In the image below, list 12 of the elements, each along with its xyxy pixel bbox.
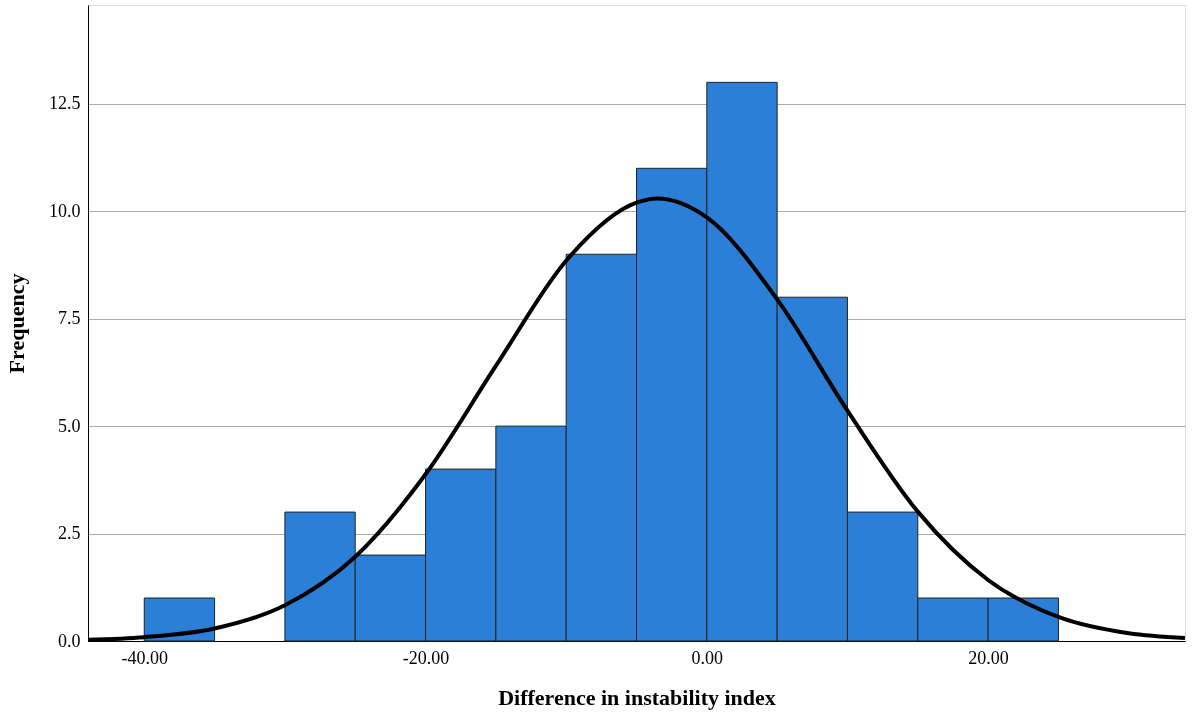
- y-tick-label: 5.0: [58, 415, 81, 436]
- x-tick-label: 20.00: [968, 647, 1009, 668]
- y-axis-title: Frequency: [4, 273, 29, 374]
- x-tick-label: -40.00: [121, 647, 169, 668]
- y-tick-label: 7.5: [58, 308, 81, 329]
- y-tick-label: 0.0: [58, 630, 81, 651]
- x-tick-label: -20.00: [402, 647, 450, 668]
- y-tick-label: 12.5: [49, 93, 81, 114]
- x-tick-label: 0.00: [691, 647, 724, 668]
- y-tick-label: 2.5: [58, 523, 81, 544]
- x-axis-title: Difference in instability index: [498, 684, 776, 710]
- y-tick-label: 10.0: [49, 200, 81, 221]
